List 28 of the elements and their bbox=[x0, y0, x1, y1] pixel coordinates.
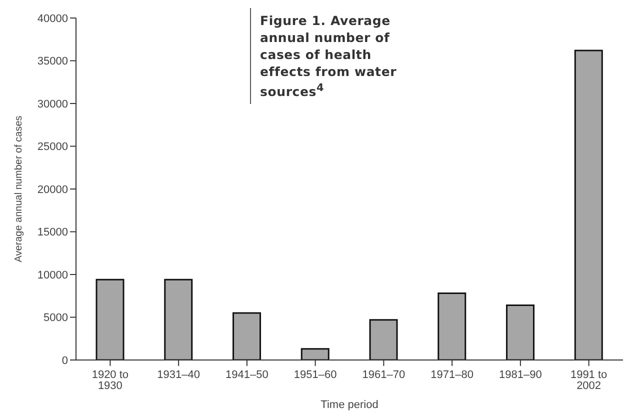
y-tick-label: 0 bbox=[62, 354, 68, 367]
x-tick-label: 1941–50 bbox=[226, 368, 268, 381]
x-tick-label: 1951–60 bbox=[294, 368, 337, 381]
x-tick-label: 1971–80 bbox=[430, 368, 474, 381]
y-tick-label: 10000 bbox=[37, 269, 68, 282]
bar bbox=[369, 319, 398, 360]
y-tick-label: 20000 bbox=[37, 184, 68, 196]
x-tick-label: 1931–40 bbox=[157, 368, 200, 381]
bar bbox=[506, 304, 535, 360]
bar bbox=[96, 278, 124, 360]
bar bbox=[574, 50, 603, 360]
bar bbox=[164, 278, 193, 360]
y-tick-label: 25000 bbox=[37, 141, 68, 154]
y-tick-label: 30000 bbox=[37, 98, 68, 110]
bar bbox=[300, 348, 330, 360]
x-tick-label: 1991 to 2002 bbox=[570, 368, 608, 392]
y-tick-label: 5000 bbox=[44, 312, 68, 324]
x-axis-title: Time period bbox=[320, 399, 378, 411]
y-axis-title: Average annual number of cases bbox=[14, 116, 25, 262]
y-tick-label: 15000 bbox=[37, 226, 68, 239]
y-tick-label: 35000 bbox=[37, 56, 68, 68]
text: Figure 1. Average annual number of cases of health effects from water sources$^{4}$ bbox=[250, 8, 410, 104]
bar bbox=[438, 292, 466, 360]
x-tick-label: 1920 to 1930 bbox=[92, 368, 129, 392]
y-tick-label: 40000 bbox=[37, 12, 68, 25]
bar bbox=[232, 312, 262, 360]
x-tick-label: 1961–70 bbox=[362, 368, 406, 381]
x-tick-label: 1981–90 bbox=[499, 368, 542, 381]
